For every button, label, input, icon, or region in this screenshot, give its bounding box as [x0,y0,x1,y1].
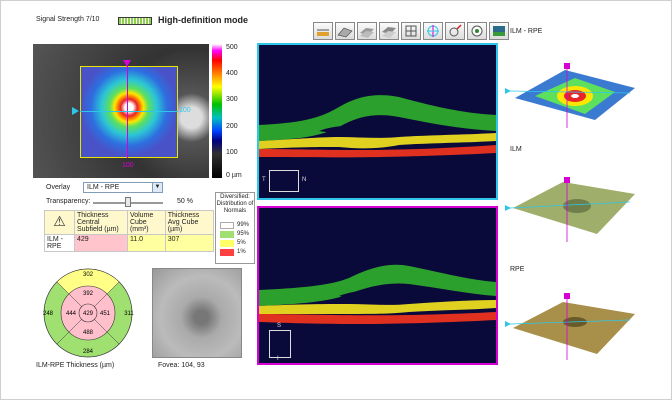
bscan-vertical-image [259,264,496,324]
legend-swatch [220,222,234,229]
legend-swatch [220,240,234,247]
colorbar-tick: 500 [226,44,238,51]
chevron-down-icon[interactable]: ▼ [152,183,162,192]
etdrs-grid: 302 248 311 284 392 444 451 488 429 [43,268,134,358]
hd-mode-label: High-definition mode [158,15,248,25]
probe-icon[interactable] [445,22,465,40]
layer-icon[interactable] [313,22,333,40]
colorbar-tick: 400 [226,70,238,77]
eye-icon[interactable] [467,22,487,40]
cyan-scan-line[interactable] [80,111,178,112]
volume-value: 11.0 [126,234,166,252]
legend-pct: 95% [237,231,250,237]
bscan-vertical[interactable]: S I [257,206,498,365]
bscan-orientation-inset [269,170,299,192]
legend-pct: 1% [237,249,246,255]
transparency-value: 50 % [177,198,193,205]
thickness-heatmap[interactable] [80,66,178,158]
col-central-header: Thickness Central Subfield (µm) [74,210,128,235]
inset-label-s: S [277,323,282,329]
overlay-select[interactable]: ILM - RPE ▼ [83,182,163,193]
image-icon[interactable] [489,22,509,40]
inset-label-i: I [277,356,279,362]
etdrs-outer-bottom: 284 [83,349,94,355]
row-label: ILM - RPE [44,234,75,252]
etdrs-inner-left: 444 [66,311,77,317]
slab2-icon[interactable] [379,22,399,40]
warning-cell: ⚠ [44,210,75,235]
magenta-scan-line[interactable] [127,66,128,158]
colorbar-tick: 200 [226,123,238,130]
signal-value: 7/10 [85,16,100,23]
central-value: 429 [74,234,128,252]
transparency-slider-thumb[interactable] [125,197,131,207]
fovea-caption: Fovea: 104, 93 [158,362,205,369]
cyan-marker-icon[interactable] [72,107,79,115]
magenta-scan-number: 100 [122,162,134,169]
map-rpe-label: RPE [510,266,525,273]
overlay-label: Overlay [46,184,71,191]
slab-icon[interactable] [357,22,377,40]
legend-swatch [220,249,234,256]
map-ilm[interactable] [505,172,640,252]
legend-pct: 99% [237,222,250,228]
center-circle [78,303,98,323]
signal-strength: Signal Strength 7/10 [36,16,99,23]
etdrs-outer-top: 302 [83,272,94,278]
map-ilm-label: ILM [510,146,522,153]
bscan-horizontal-image [259,95,496,158]
etdrs-center: 429 [83,311,94,317]
thickness-colorbar [212,44,222,178]
etdrs-inner-right: 451 [100,311,111,317]
etdrs-inner-top: 392 [83,291,94,297]
magenta-marker-icon[interactable] [123,60,131,67]
map-ilm-rpe[interactable] [505,58,640,138]
grid-icon[interactable] [401,22,421,40]
signal-label: Signal Strength [36,16,84,23]
map-rpe[interactable] [505,290,640,370]
colorbar-tick: 0 µm [226,172,242,179]
inset-label-n: N [302,177,307,183]
legend-title: Diversified: Distribution of Normals [216,194,254,214]
colorbar-tick: 300 [226,96,238,103]
fovea-image [152,268,242,358]
etdrs-caption: ILM-RPE Thickness (µm) [36,362,115,369]
thickness-table: ⚠ Thickness Central Subfield (µm) Volume… [44,210,215,252]
bscan-horizontal[interactable]: T N [257,43,498,200]
legend-pct: 5% [237,240,246,246]
signal-bar-icon [118,17,152,25]
target-icon[interactable] [423,22,443,40]
legend-swatch [220,231,234,238]
colorbar-tick: 100 [226,149,238,156]
warning-icon: ⚠ [53,213,66,229]
col-volume-header: Volume Cube (mm³) [126,210,166,235]
surface-icon[interactable] [335,22,355,40]
etdrs-outer-left: 248 [43,311,54,317]
etdrs-outer-right: 311 [124,311,134,317]
overlay-value: ILM - RPE [87,184,120,191]
inset-label-t: T [262,177,266,183]
etdrs-inner-bottom: 488 [83,330,94,336]
transparency-label: Transparency: [46,198,91,205]
avg-value: 307 [164,234,215,252]
bscan-orientation-inset [269,330,291,358]
col-avg-header: Thickness Avg Cube (µm) [164,210,215,235]
map-ilm-rpe-label: ILM - RPE [510,28,543,35]
cyan-scan-number: 100 [179,107,191,114]
